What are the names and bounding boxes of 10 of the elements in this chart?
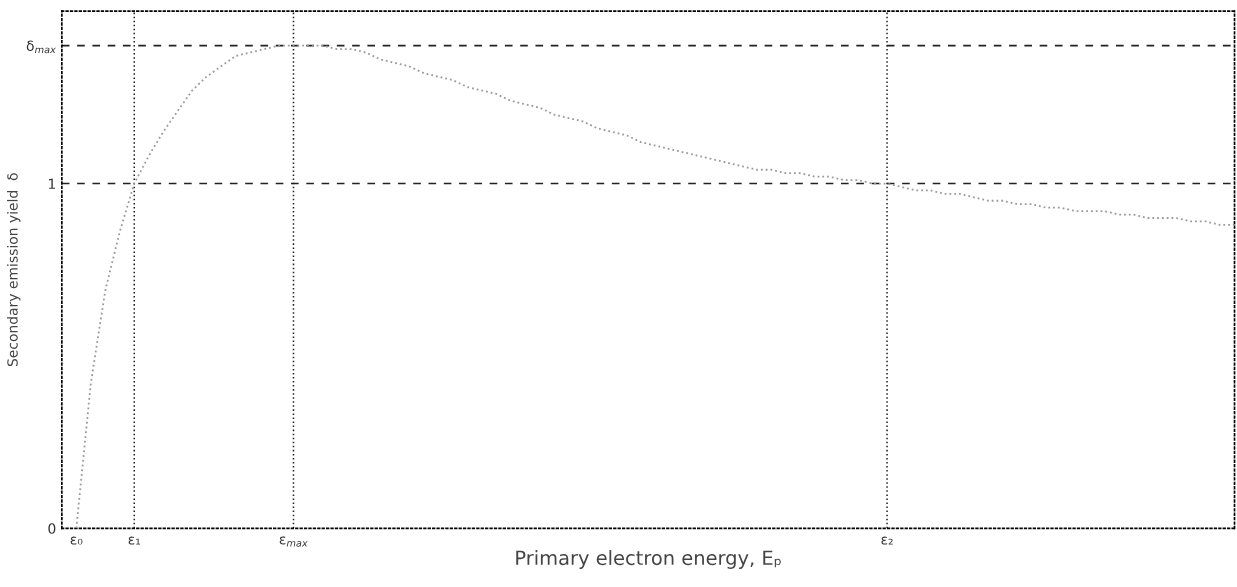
y-axis-title: Secondary emission yield δ xyxy=(7,173,21,367)
line-series xyxy=(75,44,1235,529)
x-tick-label: ε₀ xyxy=(70,536,83,545)
x-tick-label: ε₁ xyxy=(128,536,141,545)
y-tick-label: δ$_{max}$ xyxy=(26,40,56,54)
y-tick-label: 1 xyxy=(48,178,56,189)
x-tick-label: ε₂ xyxy=(881,536,893,545)
x-axis-title: Primary electron energy, Eₚ xyxy=(516,550,781,569)
y-tick-label: 0 xyxy=(48,523,56,534)
x-tick-label: ε$_{max}$ xyxy=(279,536,308,547)
